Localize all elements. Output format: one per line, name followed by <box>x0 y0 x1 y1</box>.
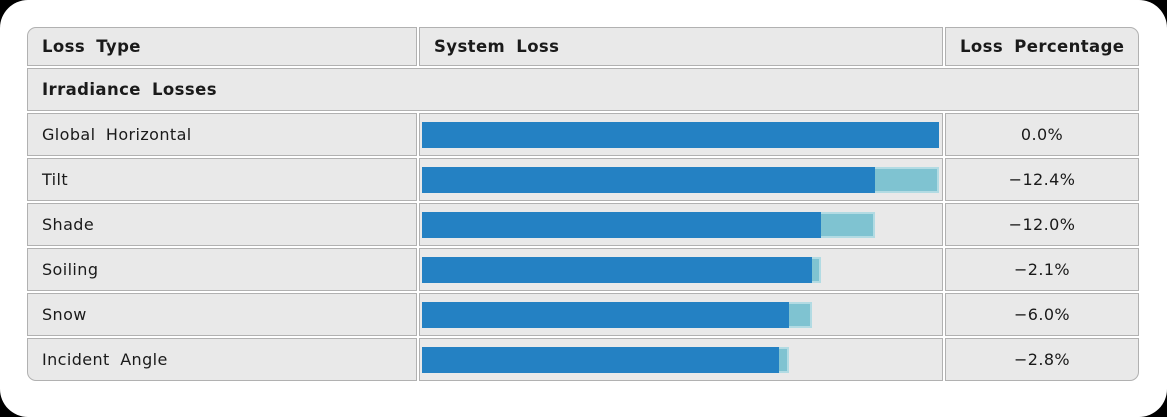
loss-bar-dark-segment <box>422 256 813 283</box>
loss-percentage-cell: 0.0% <box>945 113 1139 156</box>
table-body: Irradiance Losses Global Horizontal 0.0% T… <box>27 68 1139 381</box>
loss-type-cell: Snow <box>27 293 417 336</box>
loss-bar-dark-segment <box>422 166 875 193</box>
loss-type-cell: Incident Angle <box>27 338 417 381</box>
section-header-row: Irradiance Losses <box>27 68 1139 111</box>
loss-percentage-cell: −6.0% <box>945 293 1139 336</box>
system-loss-cell <box>419 203 943 246</box>
system-loss-cell <box>419 338 943 381</box>
loss-percentage-cell: −2.1% <box>945 248 1139 291</box>
loss-bar <box>422 211 939 238</box>
system-loss-cell <box>419 248 943 291</box>
loss-type-cell: Soiling <box>27 248 417 291</box>
column-header-system-loss: System Loss <box>419 27 943 66</box>
table-row: Snow −6.0% <box>27 293 1139 336</box>
loss-bar-dark-segment <box>422 346 779 373</box>
column-header-loss-percentage: Loss Percentage <box>945 27 1139 66</box>
table-row: Shade −12.0% <box>27 203 1139 246</box>
table-row: Soiling −2.1% <box>27 248 1139 291</box>
loss-type-cell: Global Horizontal <box>27 113 417 156</box>
table-header: Loss Type System Loss Loss Percentage <box>27 27 1139 66</box>
loss-percentage-cell: −2.8% <box>945 338 1139 381</box>
table-row: Global Horizontal 0.0% <box>27 113 1139 156</box>
table-row: Incident Angle −2.8% <box>27 338 1139 381</box>
loss-type-cell: Tilt <box>27 158 417 201</box>
loss-bar-dark-segment <box>422 301 789 328</box>
loss-percentage-cell: −12.4% <box>945 158 1139 201</box>
system-loss-cell <box>419 293 943 336</box>
loss-type-cell: Shade <box>27 203 417 246</box>
loss-bar <box>422 256 939 283</box>
loss-bar <box>422 301 939 328</box>
system-loss-cell <box>419 113 943 156</box>
loss-percentage-cell: −12.0% <box>945 203 1139 246</box>
irradiance-loss-table: Loss Type System Loss Loss Percentage Ir… <box>25 25 1141 383</box>
loss-bar <box>422 166 939 193</box>
loss-bar-dark-segment <box>422 121 939 148</box>
table-row: Tilt −12.4% <box>27 158 1139 201</box>
loss-bar <box>422 346 939 373</box>
section-title: Irradiance Losses <box>27 68 1139 111</box>
column-header-loss-type: Loss Type <box>27 27 417 66</box>
loss-bar-dark-segment <box>422 211 821 238</box>
system-loss-cell <box>419 158 943 201</box>
loss-bar <box>422 121 939 148</box>
table-header-row: Loss Type System Loss Loss Percentage <box>27 27 1139 66</box>
